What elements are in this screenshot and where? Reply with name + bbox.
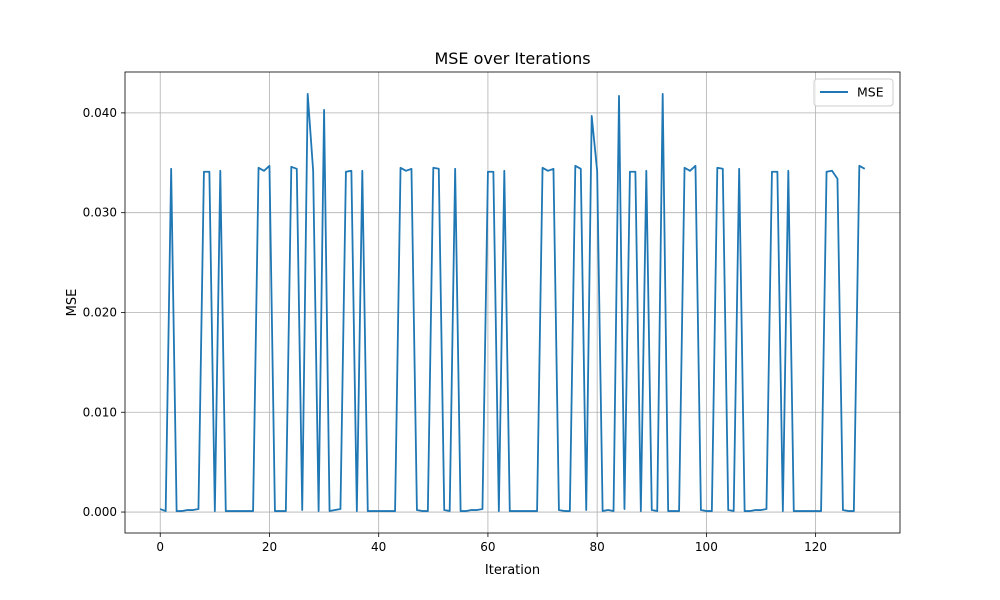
y-tick-label: 0.030: [83, 206, 117, 220]
chart-title: MSE over Iterations: [434, 49, 590, 68]
x-tick-label: 120: [804, 540, 827, 554]
y-axis-ticks: 0.000 0.010 0.020 0.030 0.040: [83, 106, 125, 519]
x-axis-label: Iteration: [485, 563, 540, 578]
grid-lines: [125, 72, 900, 533]
x-tick-label: 100: [695, 540, 718, 554]
y-tick-label: 0.040: [83, 106, 117, 120]
x-tick-label: 20: [262, 540, 277, 554]
legend: MSE: [813, 78, 894, 107]
legend-box: [813, 78, 894, 107]
x-tick-label: 40: [371, 540, 386, 554]
legend-label-mse: MSE: [857, 85, 884, 100]
x-tick-label: 0: [156, 540, 164, 554]
x-tick-label: 80: [590, 540, 605, 554]
x-axis-ticks: 0 20 40 60 80 100 120: [156, 533, 827, 554]
series-layer: [159, 93, 866, 512]
y-tick-label: 0.020: [83, 305, 117, 319]
series-line-mse: [159, 93, 866, 512]
y-tick-label: 0.000: [83, 505, 117, 519]
plot-frame: [124, 71, 901, 534]
y-axis-label: MSE: [65, 289, 80, 317]
x-tick-label: 60: [480, 540, 495, 554]
y-tick-label: 0.010: [83, 405, 117, 419]
